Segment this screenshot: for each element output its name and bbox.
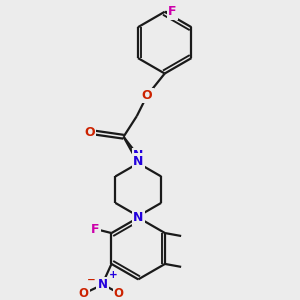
Text: N: N — [133, 212, 143, 225]
Text: N: N — [133, 149, 143, 162]
Text: O: O — [114, 287, 124, 300]
Text: N: N — [133, 155, 143, 168]
Text: −: − — [86, 275, 95, 285]
Text: F: F — [168, 5, 176, 18]
Text: O: O — [84, 126, 95, 139]
Text: N: N — [98, 278, 108, 291]
Text: O: O — [79, 287, 88, 300]
Text: F: F — [91, 223, 100, 236]
Text: N: N — [133, 211, 143, 224]
Text: +: + — [109, 270, 118, 280]
Text: O: O — [142, 89, 152, 102]
